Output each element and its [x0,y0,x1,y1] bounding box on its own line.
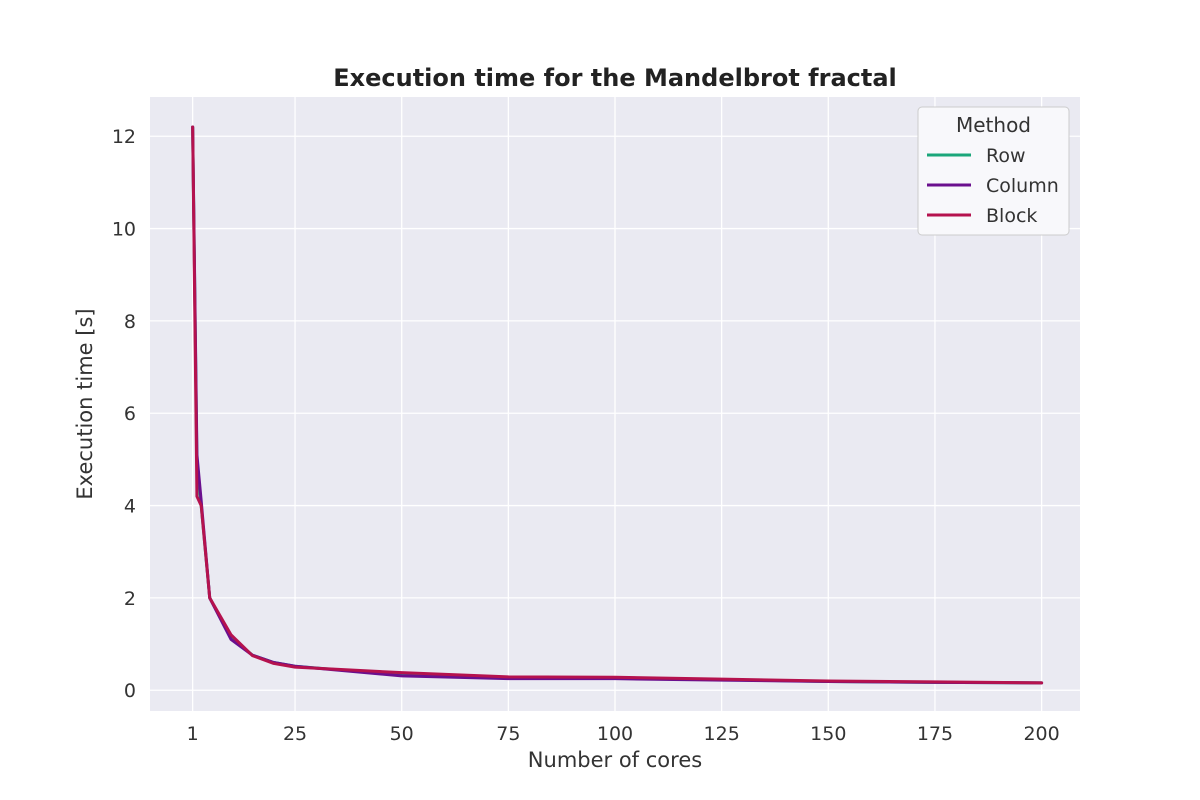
y-axis-ticks: 0 2 4 6 8 10 12 [112,126,136,702]
legend-label-row: Row [986,145,1026,167]
y-tick-label: 12 [112,126,136,148]
y-tick-label: 4 [124,496,136,518]
x-tick-label: 25 [283,723,307,745]
y-tick-label: 8 [124,311,136,333]
chart-title: Execution time for the Mandelbrot fracta… [333,64,897,92]
legend-box [917,106,1070,236]
x-tick-label: 100 [597,723,633,745]
legend: Method Row Column Block [917,106,1070,236]
y-tick-label: 10 [112,219,136,241]
x-axis-ticks: 1 25 50 75 100 125 150 175 200 [187,723,1060,745]
series-line-block [191,125,1044,685]
y-tick-label: 2 [124,588,136,610]
x-axis-label: Number of cores [528,748,702,772]
y-axis-label: Execution time [s] [73,308,97,499]
x-tick-label: 175 [917,723,953,745]
x-tick-label: 75 [496,723,520,745]
series-lines [191,125,1044,685]
legend-title: Method [956,113,1031,137]
x-tick-label: 200 [1023,723,1059,745]
legend-label-column: Column [986,175,1059,197]
x-tick-label: 150 [810,723,846,745]
x-tick-label: 1 [187,723,199,745]
legend-items: Row Column Block [927,145,1059,227]
x-tick-label: 125 [704,723,740,745]
y-tick-label: 0 [124,680,136,702]
legend-label-block: Block [986,205,1037,227]
y-tick-label: 6 [124,403,136,425]
x-tick-label: 50 [390,723,414,745]
